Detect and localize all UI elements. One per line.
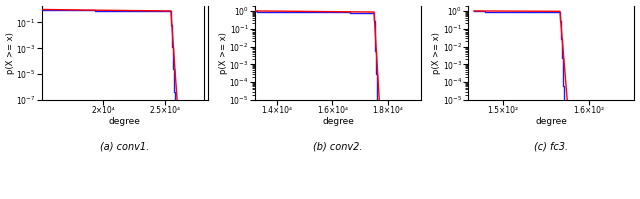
Text: (c) fc3.: (c) fc3. — [534, 142, 568, 152]
X-axis label: degree: degree — [322, 117, 354, 126]
Text: (b) conv2.: (b) conv2. — [313, 142, 363, 152]
X-axis label: degree: degree — [109, 117, 141, 126]
Y-axis label: p(X >= x): p(X >= x) — [432, 32, 441, 74]
Text: (a) conv1.: (a) conv1. — [100, 142, 149, 152]
Y-axis label: p(X >= x): p(X >= x) — [6, 32, 15, 74]
Y-axis label: p(X >= x): p(X >= x) — [219, 32, 228, 74]
X-axis label: degree: degree — [536, 117, 567, 126]
